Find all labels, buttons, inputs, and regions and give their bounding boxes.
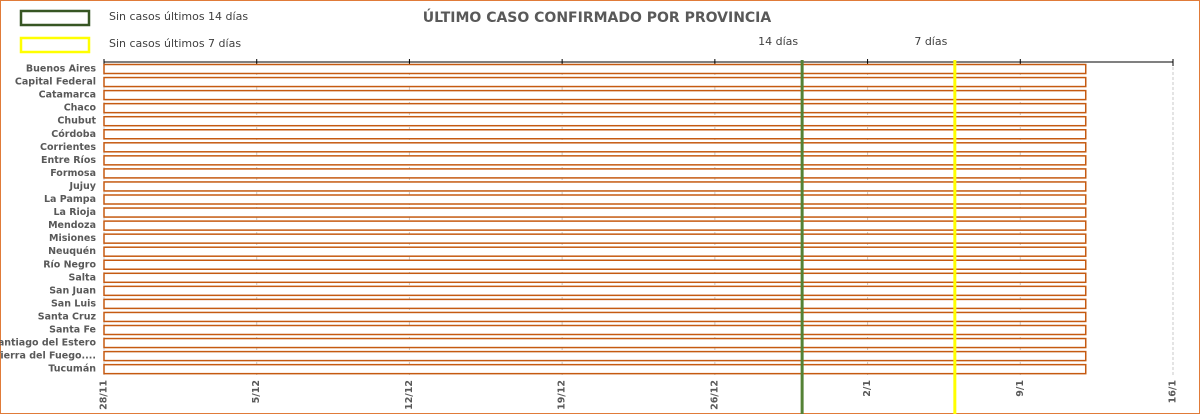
bar [103,324,1087,336]
y-tick-label: Río Negro [43,259,96,270]
chart-title: ÚLTIMO CASO CONFIRMADO POR PROVINCIA [423,8,772,26]
y-tick-label: Catamarca [39,90,96,101]
legend-label: Sin casos últimos 7 días [109,37,241,50]
bar [103,115,1087,127]
y-tick-label: Formosa [50,168,96,179]
x-tick-label: 2/1 [862,380,873,397]
y-tick-label: Chaco [64,103,97,114]
y-tick-label: Córdoba [51,129,96,140]
y-tick-label: Santiago del Estero [0,338,96,349]
y-tick-label: Neuquén [48,246,96,257]
bar [103,142,1087,153]
y-tick-label: Misiones [49,233,96,244]
reference-label: 7 días [914,35,947,48]
y-tick-label: Salta [69,272,96,283]
y-tick-label: Santa Fe [49,325,96,336]
y-tick-label: Corrientes [40,142,96,153]
bar [103,63,1087,75]
bar [103,337,1087,349]
bar [103,129,1087,140]
bar [103,272,1087,284]
bar [103,181,1087,192]
bar [103,285,1087,297]
bar [103,155,1087,166]
y-tick-label: San Juan [49,285,96,296]
reference-label: 14 días [758,35,798,48]
y-tick-label: Entre Ríos [41,155,96,166]
y-tick-label: Jujuy [68,181,96,192]
y-tick-label: Mendoza [48,220,96,231]
bar [103,311,1087,323]
x-tick-label: 19/12 [557,380,568,410]
y-tick-label: San Luis [51,298,96,309]
legend-label: Sin casos últimos 14 días [109,10,248,23]
bar [103,246,1087,257]
x-tick-label: 5/12 [251,380,262,403]
legend-swatch [19,9,91,27]
y-tick-label: Tierra del Fuego.... [0,351,96,362]
bar [103,89,1087,101]
y-tick-label: La Rioja [53,207,96,218]
x-tick-label: 28/11 [99,380,110,410]
bar [103,298,1087,310]
bar [103,102,1087,114]
y-tick-label: Capital Federal [15,77,96,88]
bar [103,168,1087,179]
bar [103,363,1087,375]
y-tick-label: Santa Cruz [38,311,97,322]
y-tick-label: La Pampa [44,194,96,205]
y-tick-label: Buenos Aires [26,64,96,75]
bar [103,194,1087,205]
bar [103,220,1087,231]
x-tick-label: 12/12 [404,380,415,410]
bar [103,259,1087,270]
x-tick-label: 26/12 [709,380,720,410]
x-tick-label: 9/1 [1015,380,1026,397]
y-tick-label: Chubut [57,116,96,127]
bar [103,76,1087,88]
bar [103,350,1087,362]
x-tick-label: 16/1 [1168,380,1179,403]
bar [103,233,1087,244]
legend-swatch [19,36,91,54]
y-tick-label: Tucumán [48,364,96,375]
bar [103,207,1087,218]
